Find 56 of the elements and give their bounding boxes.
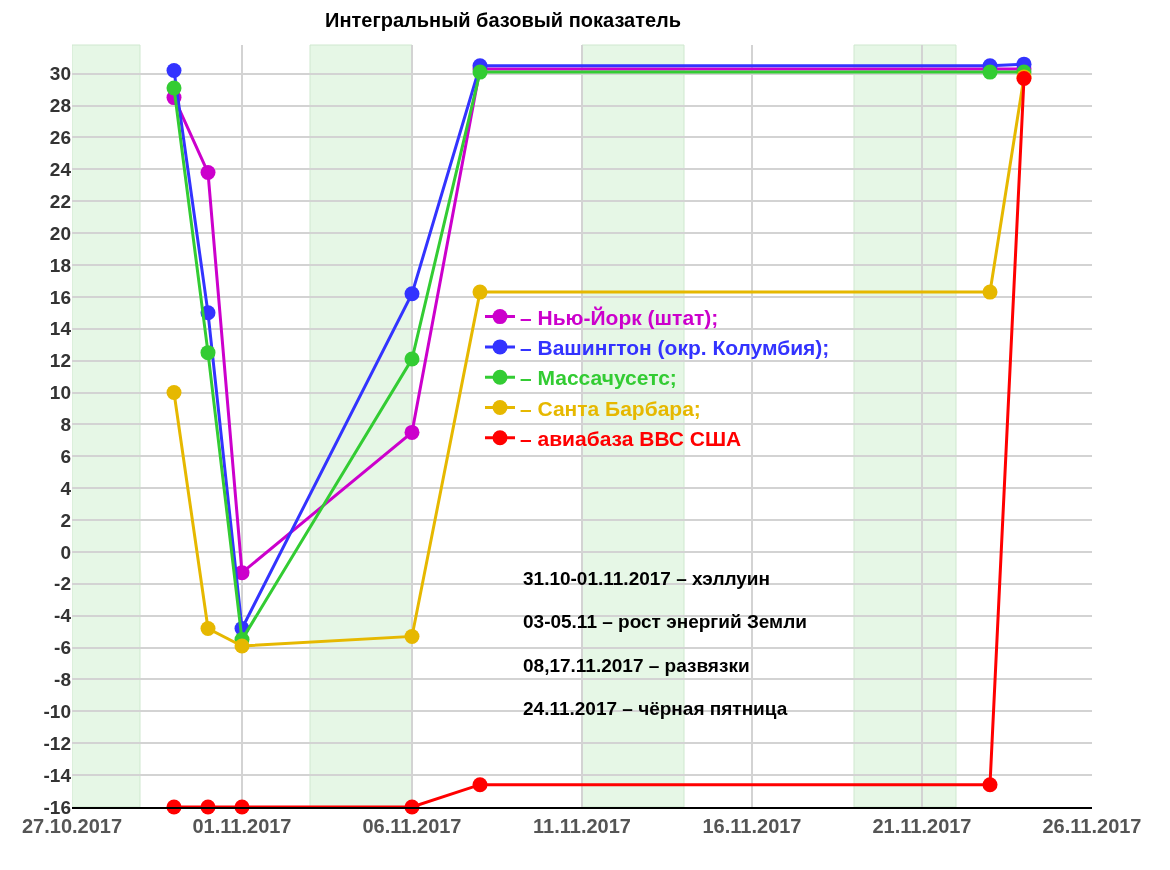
y-tick-label: -12	[43, 732, 71, 754]
y-tick-label: -8	[54, 669, 71, 691]
x-tick-label: 26.11.2017	[1042, 815, 1142, 837]
point	[166, 63, 182, 78]
point	[404, 286, 420, 302]
y-tick-label: 30	[49, 63, 71, 85]
annotation: 24.11.2017 – чёрная пятница	[523, 698, 788, 719]
x-tick-label: 21.11.2017	[872, 815, 972, 837]
chart-title: Интегральный базовый показатель	[325, 9, 682, 32]
y-tick-label: -16	[43, 796, 71, 818]
point	[200, 345, 216, 361]
legend-label: – Нью-Йорк (штат);	[520, 305, 719, 329]
point	[404, 424, 420, 440]
y-tick-label: 4	[60, 477, 72, 499]
point	[472, 284, 488, 300]
y-tick-label: 28	[49, 95, 71, 117]
point	[404, 351, 420, 367]
y-tick-label: 16	[49, 286, 71, 308]
y-tick-label: 24	[49, 158, 72, 180]
legend-label: – Санта Барбара;	[520, 396, 701, 420]
legend-label: – авиабаза ВВС США	[520, 427, 742, 450]
x-tick-label: 01.11.2017	[192, 815, 292, 837]
y-tick-label: -6	[54, 637, 71, 659]
y-tick-label: 20	[49, 222, 71, 244]
x-tick-label: 06.11.2017	[362, 815, 462, 837]
point	[982, 777, 998, 793]
point	[472, 777, 488, 793]
x-tick-label: 27.10.2017	[21, 815, 123, 837]
point	[166, 80, 182, 96]
annotation: 31.10-01.11.2017 – хэллуин	[523, 568, 770, 589]
y-tick-label: -4	[54, 605, 72, 627]
x-tick-label: 16.11.2017	[702, 815, 802, 837]
y-tick-label: 10	[49, 382, 71, 404]
annotation: 03-05.11 – рост энергий Земли	[523, 611, 807, 632]
x-tick-label: 11.11.2017	[533, 815, 631, 837]
point	[166, 385, 182, 401]
y-tick-label: 18	[49, 254, 71, 276]
y-tick-label: 22	[49, 190, 71, 212]
point	[234, 638, 250, 654]
y-tick-label: 6	[60, 445, 71, 467]
y-tick-label: 14	[49, 318, 72, 340]
y-tick-label: 12	[49, 350, 71, 372]
point	[404, 628, 420, 644]
y-tick-label: 2	[60, 509, 71, 531]
y-tick-label: 8	[60, 414, 71, 436]
y-tick-label: 0	[60, 541, 71, 563]
point	[982, 284, 998, 300]
point	[200, 620, 216, 636]
y-tick-label: -10	[43, 701, 71, 722]
annotation: 08,17.11.2017 – развязки	[523, 655, 750, 676]
y-tick-label: -14	[43, 764, 72, 786]
legend-label: – Массачусетс;	[520, 366, 677, 390]
y-tick-label: 26	[49, 127, 71, 149]
y-tick-label: -2	[54, 573, 71, 595]
legend-label: – Вашингтон (окр. Колумбия);	[520, 336, 830, 360]
point	[200, 165, 216, 181]
